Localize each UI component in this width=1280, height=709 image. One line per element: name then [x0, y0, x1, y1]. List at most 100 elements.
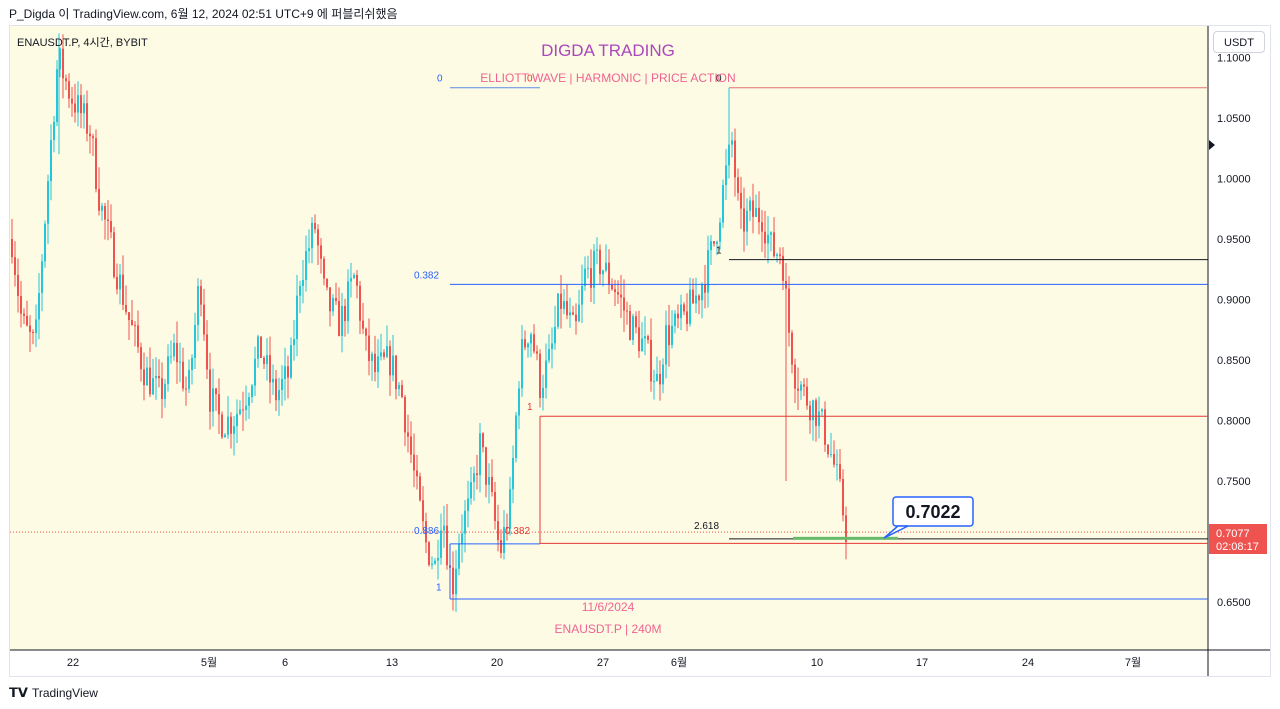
candle-body — [485, 447, 487, 485]
candle-body — [794, 364, 796, 389]
candle-body — [722, 184, 724, 223]
candle-body — [104, 205, 106, 220]
candle-body — [707, 250, 709, 293]
candle-body — [593, 250, 595, 288]
candle-body — [116, 276, 118, 290]
candle-body — [737, 177, 739, 193]
candle-body — [680, 304, 682, 319]
candle-body — [98, 188, 100, 211]
tradingview-text: TradingView — [31, 686, 98, 700]
candle-body — [233, 426, 235, 434]
candle-body — [29, 325, 31, 332]
y-tick-label: 0.9500 — [1217, 234, 1251, 246]
candle-body — [173, 342, 175, 357]
candle-body — [749, 200, 751, 211]
candle-body — [182, 361, 184, 389]
target-zone — [793, 536, 898, 540]
brand-pair: ENAUSDT.P | 240M — [555, 622, 662, 636]
candle-body — [137, 325, 139, 348]
candle-body — [392, 355, 394, 376]
candle-body — [704, 284, 706, 293]
candle-body — [776, 254, 778, 257]
candle-body — [71, 98, 73, 104]
candle-body — [194, 324, 196, 358]
candle-body — [617, 292, 619, 295]
candle-body — [641, 338, 643, 352]
candle-body — [50, 140, 52, 182]
candle-body — [167, 356, 169, 384]
candle-body — [68, 81, 70, 99]
fib-level-label: 2.618 — [694, 521, 719, 532]
candle-body — [371, 353, 373, 361]
candle-body — [20, 296, 22, 314]
callout-text: 0.7022 — [905, 502, 960, 522]
candle-body — [554, 326, 556, 344]
candle-body — [119, 274, 121, 290]
publish-header: P_Digda 이 TradingView.com, 6월 12, 2024 0… — [9, 7, 398, 21]
fib-level-label: 0.886 — [414, 526, 439, 537]
candle-body — [209, 369, 211, 412]
candle-body — [230, 416, 232, 434]
price-tag-value: 0.7077 — [1216, 528, 1250, 540]
candle-body — [164, 383, 166, 399]
candle-body — [329, 287, 331, 312]
scroll-marker-icon — [1209, 140, 1215, 150]
candle-body — [203, 304, 205, 335]
candle-body — [533, 334, 535, 352]
candle-body — [149, 367, 151, 395]
candle-body — [11, 239, 13, 258]
candle-body — [368, 335, 370, 361]
candle-body — [572, 312, 574, 315]
candle-body — [710, 241, 712, 251]
candle-body — [650, 339, 652, 382]
candle-body — [110, 221, 112, 233]
candle-body — [806, 386, 808, 406]
candle-body — [416, 470, 418, 477]
candle-body — [614, 289, 616, 293]
candle-body — [662, 364, 664, 385]
currency-button[interactable]: USDT — [1213, 31, 1265, 53]
candle-body — [89, 133, 91, 137]
candle-body — [26, 315, 28, 326]
chart-frame[interactable] — [9, 25, 1271, 677]
candle-body — [803, 384, 805, 387]
candle-body — [113, 232, 115, 277]
tradingview-logo-icon: 𝗧𝗩 — [9, 685, 28, 700]
candle-body — [761, 222, 763, 232]
candle-body — [800, 384, 802, 391]
candle-body — [815, 400, 817, 426]
candle-body — [257, 336, 259, 359]
candle-body — [353, 274, 355, 279]
brand-date: 11/6/2024 — [582, 600, 635, 614]
candle-body — [563, 301, 565, 309]
y-tick-label: 0.8500 — [1217, 355, 1251, 367]
candle-body — [494, 491, 496, 522]
candle-body — [419, 476, 421, 501]
y-tick-label: 1.0000 — [1217, 174, 1251, 186]
candle-body — [545, 360, 547, 388]
candle-body — [296, 295, 298, 340]
candle-body — [311, 223, 313, 249]
candle-body — [266, 355, 268, 364]
candle-body — [512, 458, 514, 490]
candle-body — [335, 297, 337, 302]
candle-body — [518, 388, 520, 416]
candle-body — [245, 405, 247, 410]
candle-body — [275, 378, 277, 401]
candle-body — [647, 336, 649, 340]
candle-body — [77, 95, 79, 113]
candle-body — [317, 229, 319, 246]
candle-body — [797, 388, 799, 391]
candle-body — [644, 336, 646, 339]
candle-body — [623, 297, 625, 311]
candle-body — [236, 414, 238, 427]
x-tick-label: 22 — [67, 657, 79, 669]
candle-body — [836, 464, 838, 466]
candle-body — [590, 268, 592, 288]
candle-body — [206, 334, 208, 370]
y-tick-label: 1.1000 — [1217, 53, 1251, 65]
candle-body — [689, 289, 691, 324]
candle-body — [509, 489, 511, 529]
